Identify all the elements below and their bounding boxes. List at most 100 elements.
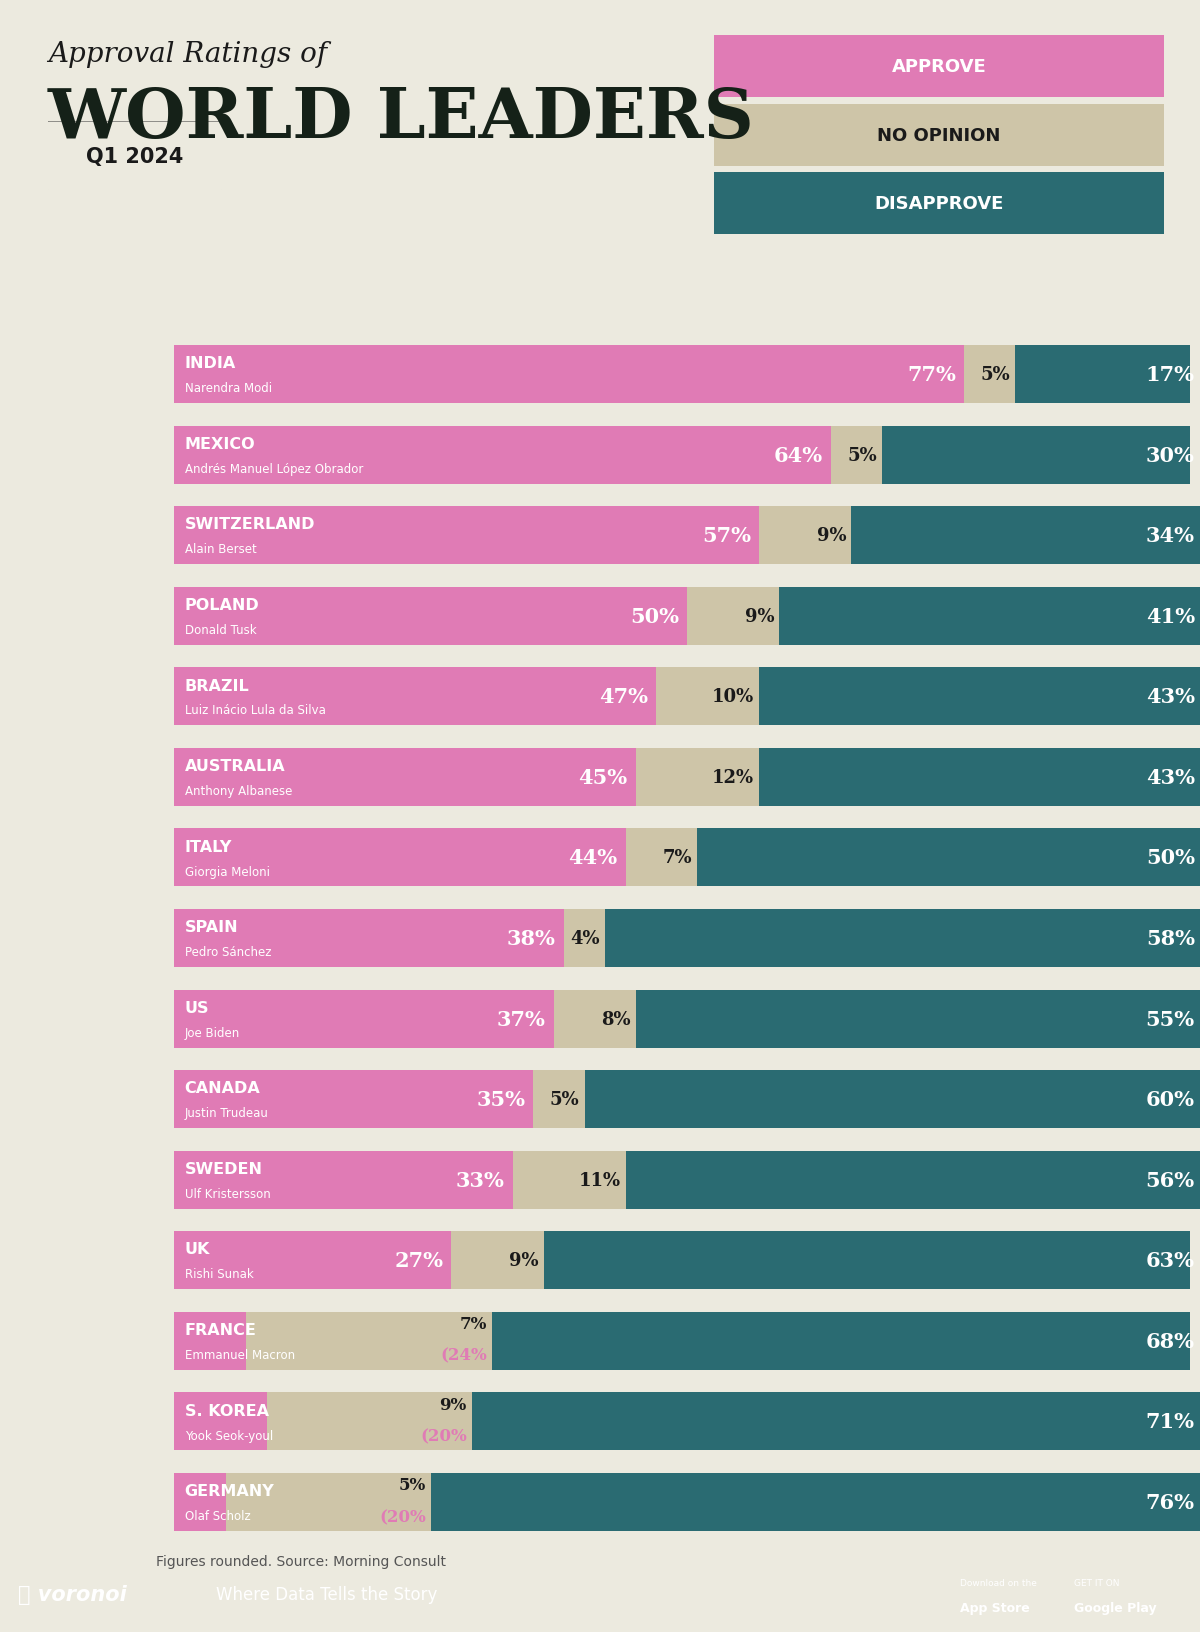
FancyBboxPatch shape bbox=[662, 100, 1200, 171]
Text: Luiz Inácio Lula da Silva: Luiz Inácio Lula da Silva bbox=[185, 703, 325, 716]
Text: 5%: 5% bbox=[980, 366, 1010, 384]
Text: Yook Seok-youl: Yook Seok-youl bbox=[185, 1428, 272, 1441]
Text: 44%: 44% bbox=[569, 849, 618, 868]
Text: 76%: 76% bbox=[1146, 1492, 1195, 1511]
Bar bbox=[174, 1232, 451, 1289]
Bar bbox=[174, 829, 625, 886]
Bar bbox=[512, 1151, 625, 1209]
Text: 50%: 50% bbox=[1146, 849, 1195, 868]
Text: 71%: 71% bbox=[1146, 1412, 1195, 1431]
Bar bbox=[584, 1071, 1200, 1128]
Text: 33%: 33% bbox=[456, 1170, 505, 1190]
Text: 34%: 34% bbox=[1146, 526, 1195, 545]
Text: AUSTRALIA: AUSTRALIA bbox=[185, 759, 286, 774]
Text: CANADA: CANADA bbox=[185, 1080, 260, 1095]
Text: US: US bbox=[185, 1000, 209, 1015]
Bar bbox=[451, 1232, 544, 1289]
Bar bbox=[554, 991, 636, 1048]
Bar bbox=[533, 1071, 584, 1128]
Bar bbox=[1015, 346, 1189, 403]
Text: 8%: 8% bbox=[601, 1010, 631, 1028]
Text: BRAZIL: BRAZIL bbox=[185, 679, 250, 694]
Text: 45%: 45% bbox=[578, 767, 628, 787]
Text: 5%: 5% bbox=[398, 1477, 426, 1493]
Bar bbox=[688, 588, 780, 645]
Text: 47%: 47% bbox=[599, 687, 648, 707]
Bar bbox=[758, 508, 851, 565]
Text: Giorgia Meloni: Giorgia Meloni bbox=[185, 865, 270, 878]
Bar bbox=[830, 426, 882, 485]
Bar bbox=[174, 346, 964, 403]
Bar bbox=[636, 991, 1200, 1048]
Text: 9%: 9% bbox=[745, 607, 774, 625]
Bar bbox=[174, 508, 758, 565]
Text: Narendra Modi: Narendra Modi bbox=[185, 382, 271, 395]
Text: Google Play: Google Play bbox=[1074, 1601, 1157, 1614]
Text: 9%: 9% bbox=[509, 1252, 539, 1270]
Bar bbox=[174, 1071, 533, 1128]
Text: Figures rounded. Source: Morning Consult: Figures rounded. Source: Morning Consult bbox=[156, 1554, 446, 1568]
Text: Pedro Sánchez: Pedro Sánchez bbox=[185, 945, 271, 958]
Text: Rishi Sunak: Rishi Sunak bbox=[185, 1268, 253, 1281]
Bar bbox=[882, 426, 1189, 485]
Text: 5%: 5% bbox=[847, 446, 877, 465]
Text: 60%: 60% bbox=[1146, 1090, 1195, 1110]
Text: Donald Tusk: Donald Tusk bbox=[185, 623, 257, 636]
Bar bbox=[605, 909, 1200, 968]
Text: 37%: 37% bbox=[497, 1009, 546, 1028]
Bar bbox=[174, 1392, 266, 1451]
Text: App Store: App Store bbox=[960, 1601, 1030, 1614]
FancyBboxPatch shape bbox=[37, 121, 233, 193]
Bar bbox=[964, 346, 1015, 403]
Text: 🔷 voronoi: 🔷 voronoi bbox=[18, 1585, 127, 1604]
Bar bbox=[174, 1151, 512, 1209]
Bar bbox=[625, 829, 697, 886]
Text: GET IT ON: GET IT ON bbox=[1074, 1578, 1120, 1588]
Text: Alain Berset: Alain Berset bbox=[185, 543, 257, 557]
Text: (24%: (24% bbox=[440, 1346, 487, 1364]
FancyBboxPatch shape bbox=[662, 31, 1200, 103]
Text: 38%: 38% bbox=[508, 929, 556, 948]
Bar bbox=[564, 909, 605, 968]
Text: POLAND: POLAND bbox=[185, 597, 259, 612]
Text: NO OPINION: NO OPINION bbox=[877, 126, 1001, 145]
Text: APPROVE: APPROVE bbox=[892, 57, 986, 77]
Text: 57%: 57% bbox=[702, 526, 751, 545]
Bar bbox=[758, 667, 1200, 726]
Bar bbox=[697, 829, 1200, 886]
Text: FRANCE: FRANCE bbox=[185, 1322, 257, 1337]
Text: ITALY: ITALY bbox=[185, 839, 232, 854]
Text: SPAIN: SPAIN bbox=[185, 920, 239, 935]
Bar bbox=[174, 749, 636, 806]
Bar bbox=[174, 426, 830, 485]
Bar bbox=[472, 1392, 1200, 1451]
Text: 58%: 58% bbox=[1146, 929, 1195, 948]
Text: 56%: 56% bbox=[1146, 1170, 1195, 1190]
Text: DISAPPROVE: DISAPPROVE bbox=[875, 194, 1003, 214]
Text: (20%: (20% bbox=[379, 1508, 426, 1524]
Bar bbox=[174, 991, 554, 1048]
Text: 9%: 9% bbox=[439, 1395, 467, 1413]
Text: Joe Biden: Joe Biden bbox=[185, 1027, 240, 1040]
Text: 12%: 12% bbox=[712, 769, 754, 787]
Text: 63%: 63% bbox=[1146, 1250, 1195, 1270]
Text: 43%: 43% bbox=[1146, 687, 1195, 707]
Text: Where Data Tells the Story: Where Data Tells the Story bbox=[216, 1585, 437, 1603]
Bar bbox=[544, 1232, 1189, 1289]
Text: Olaf Scholz: Olaf Scholz bbox=[185, 1510, 251, 1523]
Text: INDIA: INDIA bbox=[185, 356, 236, 370]
Bar bbox=[492, 1312, 1189, 1369]
Bar bbox=[625, 1151, 1200, 1209]
Text: 30%: 30% bbox=[1146, 446, 1195, 465]
Text: Approval Ratings of: Approval Ratings of bbox=[48, 41, 328, 69]
Text: 17%: 17% bbox=[1146, 366, 1195, 385]
Bar bbox=[174, 588, 688, 645]
Bar bbox=[174, 667, 656, 726]
Text: 4%: 4% bbox=[570, 929, 600, 948]
Text: 64%: 64% bbox=[774, 446, 822, 465]
Bar bbox=[656, 667, 758, 726]
Text: S. KOREA: S. KOREA bbox=[185, 1404, 269, 1418]
Text: 43%: 43% bbox=[1146, 767, 1195, 787]
Text: 10%: 10% bbox=[712, 687, 754, 707]
Text: Justin Trudeau: Justin Trudeau bbox=[185, 1106, 269, 1120]
